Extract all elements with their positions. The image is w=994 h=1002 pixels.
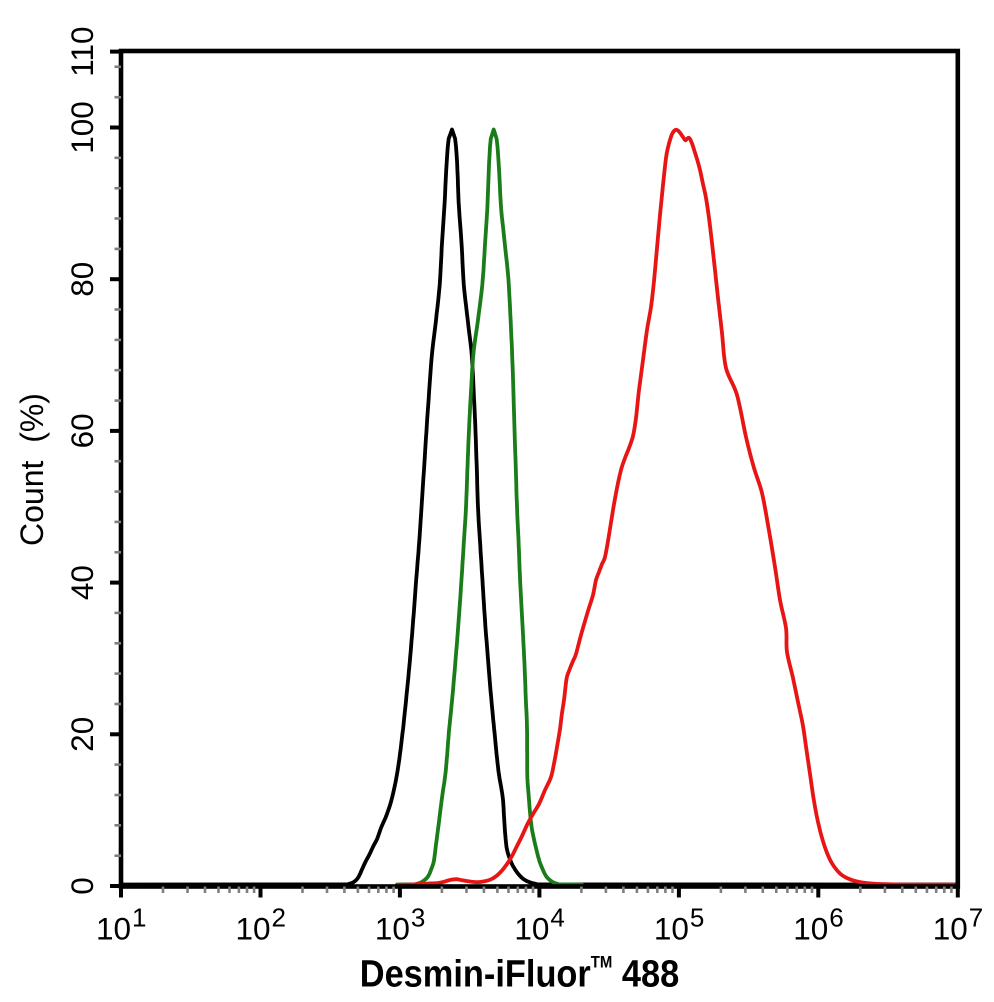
svg-text:4: 4 <box>550 903 564 933</box>
svg-text:7: 7 <box>969 903 983 933</box>
svg-text:2: 2 <box>272 903 286 933</box>
svg-text:0: 0 <box>64 877 100 895</box>
svg-text:60: 60 <box>64 413 100 448</box>
svg-text:10: 10 <box>793 911 828 947</box>
svg-text:3: 3 <box>411 903 425 933</box>
svg-text:110: 110 <box>64 26 100 76</box>
svg-text:6: 6 <box>829 903 843 933</box>
svg-text:Desmin-iFluorTM 488: Desmin-iFluorTM 488 <box>360 952 680 995</box>
svg-text:10: 10 <box>933 911 968 947</box>
svg-text:10: 10 <box>514 911 549 947</box>
svg-text:100: 100 <box>64 101 100 154</box>
svg-text:40: 40 <box>64 565 100 600</box>
svg-text:1: 1 <box>132 903 146 933</box>
svg-text:10: 10 <box>375 911 410 947</box>
svg-text:10: 10 <box>654 911 689 947</box>
svg-text:10: 10 <box>96 911 131 947</box>
svg-text:10: 10 <box>235 911 270 947</box>
svg-text:80: 80 <box>64 262 100 297</box>
svg-text:5: 5 <box>690 903 704 933</box>
svg-text:20: 20 <box>64 717 100 752</box>
svg-text:Count (%): Count (%) <box>14 393 50 546</box>
